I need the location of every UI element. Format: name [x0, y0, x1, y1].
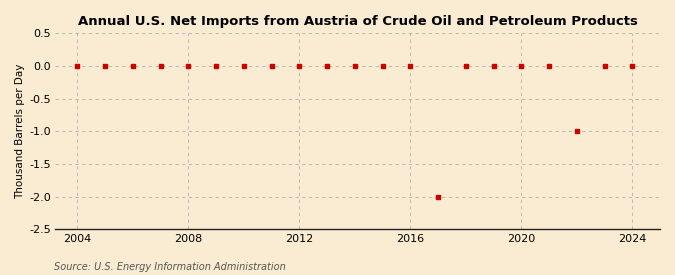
Title: Annual U.S. Net Imports from Austria of Crude Oil and Petroleum Products: Annual U.S. Net Imports from Austria of …: [78, 15, 637, 28]
Text: Source: U.S. Energy Information Administration: Source: U.S. Energy Information Administ…: [54, 262, 286, 272]
Y-axis label: Thousand Barrels per Day: Thousand Barrels per Day: [15, 64, 25, 199]
